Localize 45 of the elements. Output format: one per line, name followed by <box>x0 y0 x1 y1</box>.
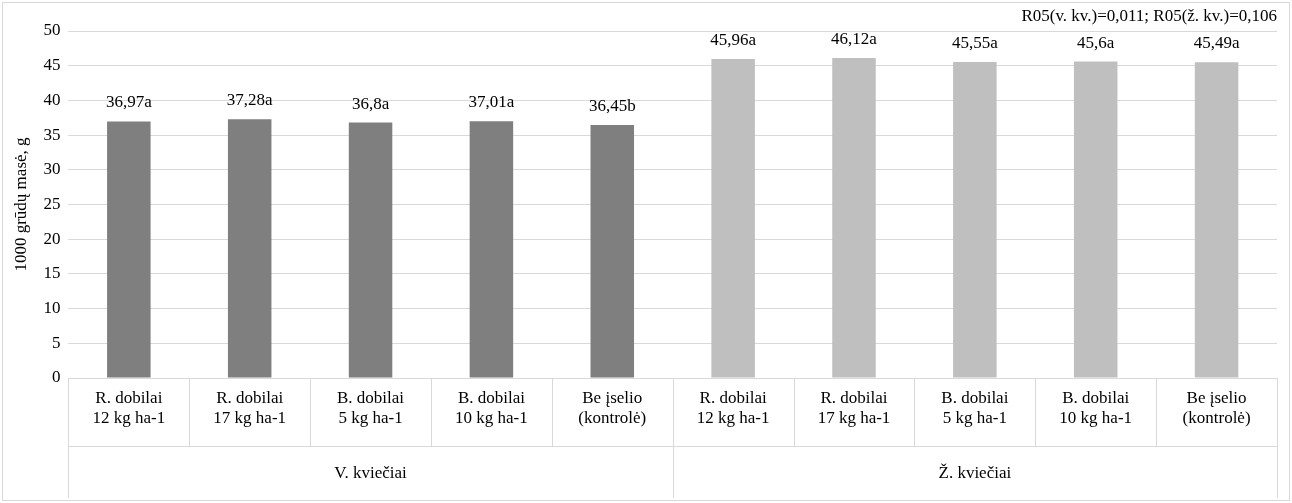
data-label: 37,01a <box>468 92 515 112</box>
bar <box>953 61 997 378</box>
bar <box>107 121 151 378</box>
data-label: 36,97a <box>105 92 153 112</box>
data-label: 46,12a <box>831 28 878 48</box>
x-tick-label: R. dobilai 12 kg ha-1 <box>696 387 770 428</box>
y-tick-label: 45 <box>43 55 61 75</box>
data-label: 36,8a <box>351 93 390 113</box>
y-axis-title: 1000 grūdų masė, g <box>10 136 30 272</box>
x-tick-label: B. dobilai 10 kg ha-1 <box>1059 387 1133 428</box>
x-tick-label: B. dobilai 5 kg ha-1 <box>337 387 405 428</box>
data-label: 45,49a <box>1193 33 1240 53</box>
y-tick-label: 25 <box>43 193 61 213</box>
y-tick-label: 15 <box>43 263 61 283</box>
y-tick-label: 50 <box>43 20 61 40</box>
bar <box>832 57 876 378</box>
data-label: 45,96a <box>710 30 757 50</box>
x-tick-label: B. dobilai 5 kg ha-1 <box>941 387 1009 428</box>
data-label: 45,6a <box>1077 32 1115 52</box>
y-tick-label: 35 <box>43 124 61 144</box>
bar <box>469 121 514 378</box>
bar <box>227 119 272 378</box>
x-tick-label: R. dobilai 12 kg ha-1 <box>92 387 166 428</box>
text: V. kviečiai <box>334 463 408 483</box>
text: R05(v. kv.)=0,011; R05(ž. kv.)=0,106 <box>1021 5 1277 25</box>
data-label: 45,55a <box>951 32 999 52</box>
y-tick-label: 0 <box>51 367 61 387</box>
bar <box>711 59 755 378</box>
y-tick-label: 5 <box>51 332 61 352</box>
x-tick-label: R. dobilai 17 kg ha-1 <box>817 387 891 428</box>
y-tick-label: 20 <box>43 228 61 248</box>
y-tick-label: 10 <box>43 298 61 318</box>
bar <box>1073 61 1118 378</box>
bar <box>1194 62 1239 378</box>
data-label: 36,45b <box>588 96 636 116</box>
bar <box>590 125 635 378</box>
y-tick-label: 30 <box>43 159 61 179</box>
x-tick-label: Be įselio (kontrolė) <box>1182 387 1251 428</box>
data-label: 37,28a <box>226 90 274 110</box>
x-tick-label: B. dobilai 10 kg ha-1 <box>455 387 528 428</box>
y-tick-label: 40 <box>43 89 61 109</box>
text: Ž. kviečiai <box>938 463 1012 483</box>
x-tick-label: Be įselio (kontrolė) <box>578 387 647 428</box>
bar <box>348 122 393 378</box>
x-tick-label: R. dobilai 17 kg ha-1 <box>213 387 287 428</box>
